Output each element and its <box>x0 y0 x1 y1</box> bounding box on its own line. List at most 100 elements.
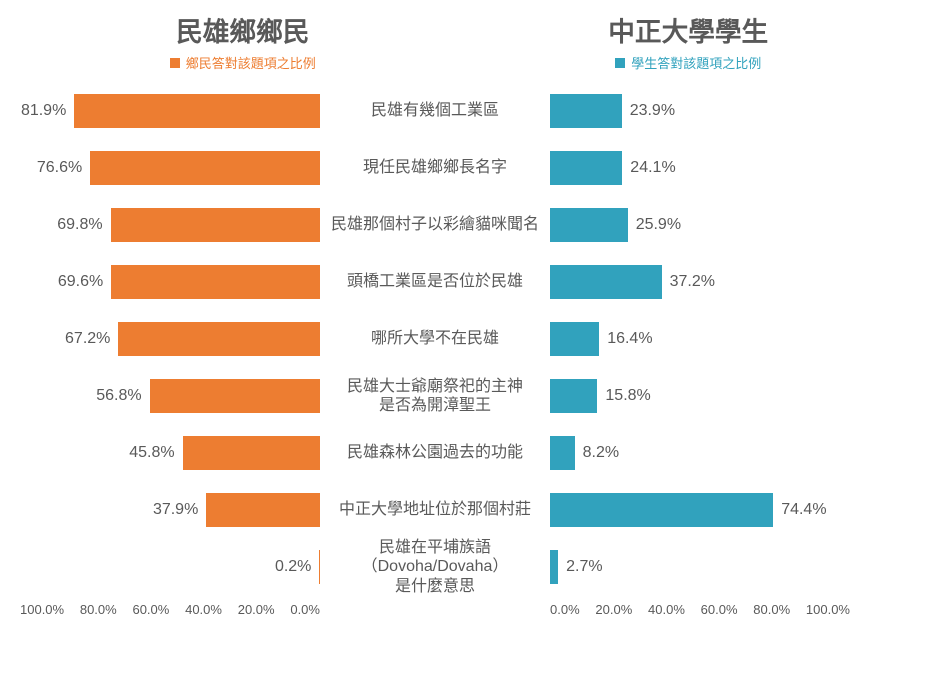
left-bar <box>183 436 320 470</box>
x-tick-right: 40.0% <box>648 602 685 617</box>
right-legend-label: 學生答對該題項之比例 <box>631 53 761 72</box>
left-cell: 67.2% <box>20 311 320 368</box>
x-tick-right: 0.0% <box>550 602 580 617</box>
x-tick-right: 60.0% <box>701 602 738 617</box>
left-cell: 56.8% <box>20 368 320 425</box>
category-label: 現任民雄鄉鄉長名字 <box>320 158 550 177</box>
right-bar <box>550 94 622 128</box>
left-title: 民雄鄉鄉民 <box>20 10 466 49</box>
right-value-label: 25.9% <box>636 216 681 234</box>
left-bar <box>118 322 320 356</box>
chart-row: 56.8% 民雄大士爺廟祭祀的主神是否為開漳聖王 15.8% <box>20 368 911 425</box>
left-value-label: 69.8% <box>57 216 102 234</box>
left-cell: 0.2% <box>20 539 320 596</box>
diverging-bar-chart: 民雄鄉鄉民 鄉民答對該題項之比例 中正大學學生 學生答對該題項之比例 81.9%… <box>0 0 931 679</box>
left-value-label: 56.8% <box>96 387 141 405</box>
category-label: 民雄在平埔族語（Dovoha/Dovaha）是什麼意思 <box>320 538 550 596</box>
left-value-label: 45.8% <box>129 444 174 462</box>
right-bar <box>550 265 662 299</box>
left-value-label: 81.9% <box>21 102 66 120</box>
x-tick-left: 40.0% <box>185 602 222 617</box>
right-bar <box>550 151 622 185</box>
x-tick-left: 60.0% <box>132 602 169 617</box>
left-bar <box>319 550 320 584</box>
x-tick-left: 20.0% <box>238 602 275 617</box>
x-axis-left: 100.0% 80.0% 60.0% 40.0% 20.0% 0.0% <box>20 602 320 617</box>
x-tick-left: 0.0% <box>290 602 320 617</box>
x-tick-left: 100.0% <box>20 602 64 617</box>
right-bar <box>550 379 597 413</box>
left-cell: 76.6% <box>20 140 320 197</box>
left-value-label: 69.6% <box>58 273 103 291</box>
left-value-label: 37.9% <box>153 501 198 519</box>
category-label: 民雄那個村子以彩繪貓咪聞名 <box>320 215 550 234</box>
right-cell: 8.2% <box>550 425 850 482</box>
titles-row: 民雄鄉鄉民 鄉民答對該題項之比例 中正大學學生 學生答對該題項之比例 <box>20 10 911 73</box>
x-axis-right: 0.0% 20.0% 40.0% 60.0% 80.0% 100.0% <box>550 602 850 617</box>
chart-rows: 81.9% 民雄有幾個工業區 23.9% 76.6% 現任民雄鄉鄉長名字 24.1% 69.… <box>20 83 911 596</box>
right-cell: 16.4% <box>550 311 850 368</box>
right-value-label: 8.2% <box>583 444 619 462</box>
right-cell: 37.2% <box>550 254 850 311</box>
left-bar <box>111 265 320 299</box>
category-label: 民雄有幾個工業區 <box>320 101 550 120</box>
right-cell: 2.7% <box>550 539 850 596</box>
left-bar <box>90 151 320 185</box>
right-bar <box>550 436 575 470</box>
left-legend-swatch <box>170 58 180 68</box>
left-bar <box>111 208 320 242</box>
left-value-label: 67.2% <box>65 330 110 348</box>
x-tick-right: 100.0% <box>806 602 850 617</box>
chart-row: 0.2% 民雄在平埔族語（Dovoha/Dovaha）是什麼意思 2.7% <box>20 539 911 596</box>
category-label: 民雄森林公園過去的功能 <box>320 443 550 462</box>
left-bar <box>74 94 320 128</box>
chart-row: 37.9% 中正大學地址位於那個村莊 74.4% <box>20 482 911 539</box>
right-bar <box>550 208 628 242</box>
right-bar <box>550 493 773 527</box>
x-tick-right: 20.0% <box>595 602 632 617</box>
right-cell: 23.9% <box>550 83 850 140</box>
x-tick-left: 80.0% <box>80 602 117 617</box>
chart-row: 45.8% 民雄森林公園過去的功能 8.2% <box>20 425 911 482</box>
right-bar <box>550 550 558 584</box>
right-value-label: 15.8% <box>605 387 650 405</box>
left-value-label: 0.2% <box>275 558 311 576</box>
right-cell: 15.8% <box>550 368 850 425</box>
right-value-label: 23.9% <box>630 102 675 120</box>
left-cell: 69.6% <box>20 254 320 311</box>
x-axis-center-spacer <box>320 602 550 617</box>
chart-row: 81.9% 民雄有幾個工業區 23.9% <box>20 83 911 140</box>
left-cell: 81.9% <box>20 83 320 140</box>
right-value-label: 74.4% <box>781 501 826 519</box>
right-legend: 學生答對該題項之比例 <box>615 53 761 72</box>
right-value-label: 16.4% <box>607 330 652 348</box>
right-bar <box>550 322 599 356</box>
category-label: 哪所大學不在民雄 <box>320 329 550 348</box>
left-cell: 45.8% <box>20 425 320 482</box>
left-bar <box>206 493 320 527</box>
right-legend-swatch <box>615 58 625 68</box>
left-legend-label: 鄉民答對該題項之比例 <box>186 53 316 72</box>
x-axis: 100.0% 80.0% 60.0% 40.0% 20.0% 0.0% 0.0% 20.0%… <box>20 602 911 617</box>
title-col-right: 中正大學學生 學生答對該題項之比例 <box>466 10 912 73</box>
right-title: 中正大學學生 <box>466 10 912 49</box>
left-cell: 37.9% <box>20 482 320 539</box>
right-value-label: 24.1% <box>630 159 675 177</box>
category-label: 頭橋工業區是否位於民雄 <box>320 272 550 291</box>
title-col-left: 民雄鄉鄉民 鄉民答對該題項之比例 <box>20 10 466 73</box>
left-value-label: 76.6% <box>37 159 82 177</box>
category-label: 民雄大士爺廟祭祀的主神是否為開漳聖王 <box>320 377 550 415</box>
right-cell: 24.1% <box>550 140 850 197</box>
category-label: 中正大學地址位於那個村莊 <box>320 500 550 519</box>
x-tick-right: 80.0% <box>753 602 790 617</box>
right-value-label: 2.7% <box>566 558 602 576</box>
chart-row: 69.6% 頭橋工業區是否位於民雄 37.2% <box>20 254 911 311</box>
left-bar <box>150 379 320 413</box>
right-cell: 25.9% <box>550 197 850 254</box>
right-value-label: 37.2% <box>670 273 715 291</box>
right-cell: 74.4% <box>550 482 850 539</box>
left-legend: 鄉民答對該題項之比例 <box>170 53 316 72</box>
chart-row: 76.6% 現任民雄鄉鄉長名字 24.1% <box>20 140 911 197</box>
chart-row: 67.2% 哪所大學不在民雄 16.4% <box>20 311 911 368</box>
chart-row: 69.8% 民雄那個村子以彩繪貓咪聞名 25.9% <box>20 197 911 254</box>
